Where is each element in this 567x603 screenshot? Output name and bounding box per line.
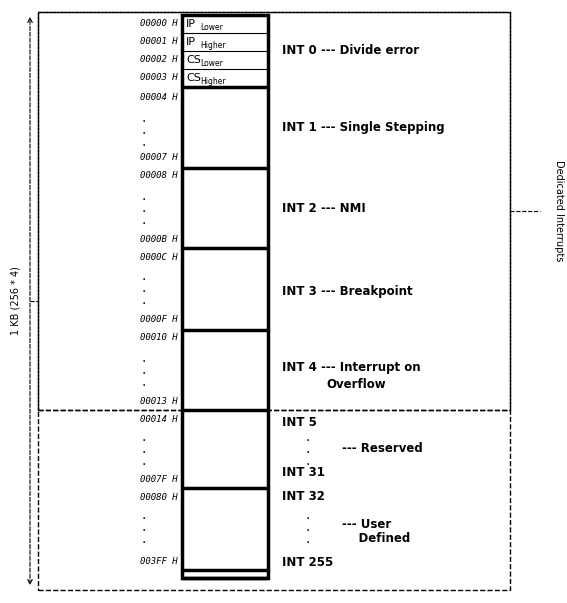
Text: .: .	[142, 430, 146, 444]
Text: 00080 H: 00080 H	[141, 493, 178, 502]
Text: Higher: Higher	[200, 42, 226, 51]
Text: 00003 H: 00003 H	[141, 74, 178, 83]
Text: INT 4 --- Interrupt on: INT 4 --- Interrupt on	[282, 362, 421, 374]
Text: 00014 H: 00014 H	[141, 415, 178, 425]
Text: .: .	[142, 442, 146, 456]
Text: CS: CS	[186, 55, 201, 65]
Text: .: .	[142, 293, 146, 307]
Text: INT 32: INT 32	[282, 490, 325, 504]
Text: Overflow: Overflow	[326, 377, 386, 391]
Text: .: .	[142, 520, 146, 534]
Text: .: .	[306, 532, 310, 546]
Text: IP: IP	[186, 19, 196, 29]
Text: 00013 H: 00013 H	[141, 397, 178, 405]
Text: 003FF H: 003FF H	[141, 557, 178, 566]
Text: 00002 H: 00002 H	[141, 55, 178, 65]
Text: .: .	[142, 281, 146, 295]
Text: 0007F H: 0007F H	[141, 476, 178, 484]
Text: INT 255: INT 255	[282, 555, 333, 569]
Text: Lower: Lower	[200, 60, 223, 69]
Text: INT 0 --- Divide error: INT 0 --- Divide error	[282, 45, 419, 57]
Text: .: .	[306, 454, 310, 468]
Text: .: .	[142, 201, 146, 215]
Text: INT 5: INT 5	[282, 415, 317, 429]
Text: 00010 H: 00010 H	[141, 333, 178, 343]
Text: .: .	[306, 508, 310, 522]
Text: 0000C H: 0000C H	[141, 253, 178, 262]
Text: .: .	[142, 363, 146, 377]
Bar	[38, 12, 510, 410]
Text: .: .	[142, 189, 146, 203]
Text: .: .	[142, 213, 146, 227]
Text: .: .	[306, 430, 310, 444]
Bar	[38, 12, 510, 590]
Bar	[182, 15, 268, 578]
Text: INT 3 --- Breakpoint: INT 3 --- Breakpoint	[282, 285, 413, 297]
Text: .: .	[142, 111, 146, 125]
Text: .: .	[306, 442, 310, 456]
Text: .: .	[142, 532, 146, 546]
Text: IP: IP	[186, 37, 196, 47]
Text: .: .	[142, 269, 146, 283]
Text: 0000B H: 0000B H	[141, 235, 178, 244]
Text: .: .	[142, 375, 146, 389]
Text: 00008 H: 00008 H	[141, 171, 178, 180]
Text: 00001 H: 00001 H	[141, 37, 178, 46]
Text: --- User: --- User	[342, 517, 391, 531]
Text: Defined: Defined	[342, 531, 411, 545]
Text: CS: CS	[186, 73, 201, 83]
Text: Lower: Lower	[200, 24, 223, 33]
Text: 0000F H: 0000F H	[141, 315, 178, 324]
Text: .: .	[306, 520, 310, 534]
Text: INT 31: INT 31	[282, 467, 325, 479]
Text: .: .	[142, 135, 146, 149]
Text: Dedicated Interrupts: Dedicated Interrupts	[554, 160, 564, 262]
Text: .: .	[142, 123, 146, 137]
Text: INT 1 --- Single Stepping: INT 1 --- Single Stepping	[282, 121, 445, 134]
Text: Higher: Higher	[200, 78, 226, 86]
Text: .: .	[142, 454, 146, 468]
Text: .: .	[142, 351, 146, 365]
Text: 00000 H: 00000 H	[141, 19, 178, 28]
Text: 00007 H: 00007 H	[141, 154, 178, 162]
Text: 00004 H: 00004 H	[141, 92, 178, 101]
Text: --- Reserved: --- Reserved	[342, 443, 423, 455]
Text: 1 KB (256 * 4): 1 KB (256 * 4)	[11, 267, 21, 335]
Text: INT 2 --- NMI: INT 2 --- NMI	[282, 201, 366, 215]
Text: .: .	[142, 508, 146, 522]
